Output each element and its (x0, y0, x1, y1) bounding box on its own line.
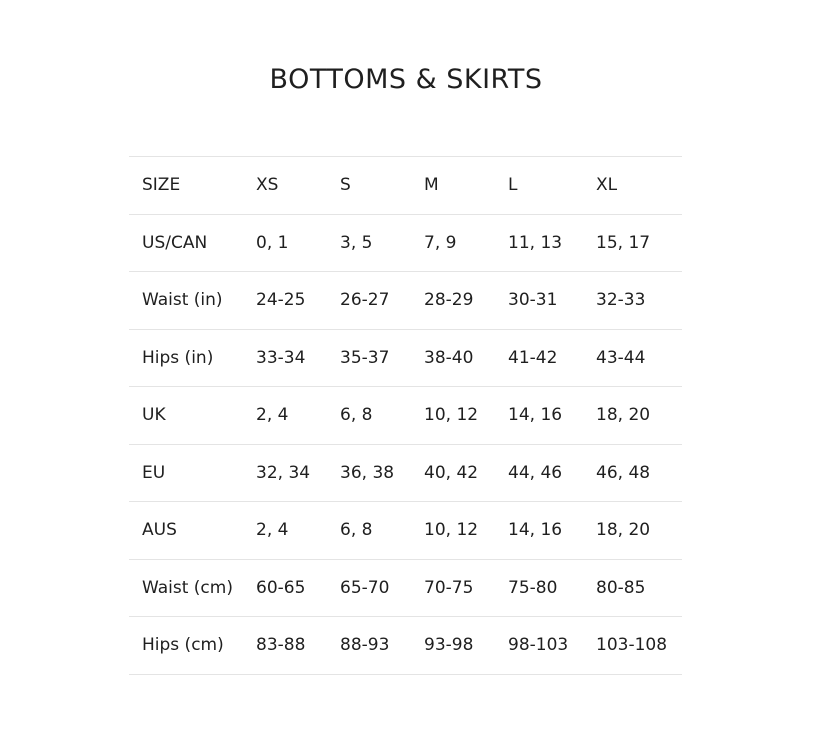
table-row: AUS 2, 4 6, 8 10, 12 14, 16 18, 20 (129, 501, 682, 559)
size-chart-table: SIZE XS S M L XL US/CAN 0, 1 3, 5 7, 9 11, 13 15, 1… (129, 156, 682, 675)
row-label-cell: Waist (cm) (142, 577, 233, 598)
table-cell: 44, 46 (508, 462, 563, 483)
table-cell: 60-65 (256, 577, 306, 598)
header-label-cell: SIZE (142, 175, 181, 196)
table-cell: 40, 42 (424, 462, 479, 483)
table-cell: 15, 17 (596, 232, 651, 253)
table-cell: 6, 8 (340, 405, 373, 426)
table-cell: 2, 4 (256, 405, 289, 426)
table-row: EU 32, 34 36, 38 40, 42 44, 46 46, 48 (129, 444, 682, 502)
table-cell: 32, 34 (256, 462, 311, 483)
table-cell: 65-70 (340, 577, 390, 598)
size-header-cell: S (340, 175, 351, 196)
row-label-cell: EU (142, 462, 166, 483)
table-cell: 38-40 (424, 347, 474, 368)
table-cell: 103-108 (596, 635, 668, 656)
table-cell: 24-25 (256, 290, 306, 311)
table-row: UK 2, 4 6, 8 10, 12 14, 16 18, 20 (129, 386, 682, 444)
table-cell: 10, 12 (424, 520, 479, 541)
page-title: BOTTOMS & SKIRTS (269, 64, 543, 95)
row-label-cell: Waist (in) (142, 290, 223, 311)
table-header-row: SIZE XS S M L XL (129, 156, 682, 214)
table-cell: 14, 16 (508, 520, 563, 541)
table-cell: 10, 12 (424, 405, 479, 426)
table-cell: 41-42 (508, 347, 558, 368)
table-cell: 80-85 (596, 577, 646, 598)
row-label-cell: AUS (142, 520, 177, 541)
row-label-cell: Hips (cm) (142, 635, 224, 656)
size-header-cell: L (508, 175, 518, 196)
table-cell: 98-103 (508, 635, 569, 656)
table-cell: 26-27 (340, 290, 390, 311)
table-row: Hips (cm) 83-88 88-93 93-98 98-103 103-108 (129, 616, 682, 674)
table-cell: 30-31 (508, 290, 558, 311)
table-row: Hips (in) 33-34 35-37 38-40 41-42 43-44 (129, 329, 682, 387)
table-cell: 83-88 (256, 635, 306, 656)
table-row: US/CAN 0, 1 3, 5 7, 9 11, 13 15, 17 (129, 214, 682, 272)
table-cell: 2, 4 (256, 520, 289, 541)
table-cell: 75-80 (508, 577, 558, 598)
table-cell: 36, 38 (340, 462, 395, 483)
table-cell: 18, 20 (596, 520, 651, 541)
table-row: Waist (cm) 60-65 65-70 70-75 75-80 80-85 (129, 559, 682, 617)
table-cell: 33-34 (256, 347, 306, 368)
table-cell: 3, 5 (340, 232, 373, 253)
table-cell: 70-75 (424, 577, 474, 598)
table-cell: 93-98 (424, 635, 474, 656)
size-header-cell: XS (256, 175, 279, 196)
table-cell: 43-44 (596, 347, 646, 368)
table-cell: 0, 1 (256, 232, 289, 253)
size-header-cell: XL (596, 175, 618, 196)
row-label-cell: US/CAN (142, 232, 208, 253)
table-cell: 35-37 (340, 347, 390, 368)
table-cell: 28-29 (424, 290, 474, 311)
table-cell: 6, 8 (340, 520, 373, 541)
table-cell: 46, 48 (596, 462, 651, 483)
table-cell: 18, 20 (596, 405, 651, 426)
table-row: Waist (in) 24-25 26-27 28-29 30-31 32-33 (129, 271, 682, 329)
row-label-cell: UK (142, 405, 166, 426)
row-label-cell: Hips (in) (142, 347, 214, 368)
table-cell: 7, 9 (424, 232, 457, 253)
table-cell: 14, 16 (508, 405, 563, 426)
table-cell: 11, 13 (508, 232, 563, 253)
size-header-cell: M (424, 175, 439, 196)
table-cell: 88-93 (340, 635, 390, 656)
table-cell: 32-33 (596, 290, 646, 311)
